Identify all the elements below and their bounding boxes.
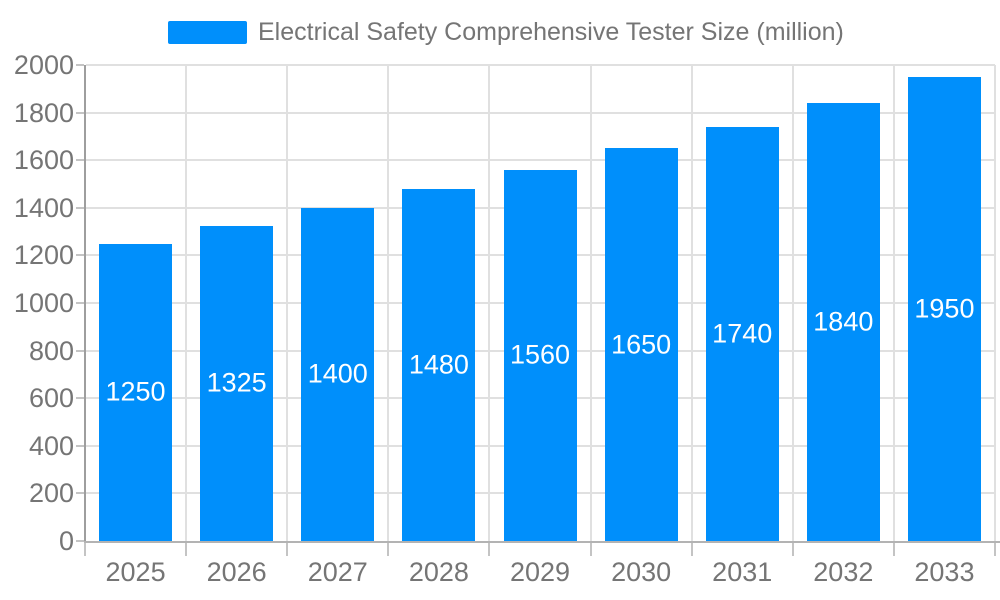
y-axis-tick — [76, 254, 84, 257]
h-gridline — [86, 159, 995, 162]
x-axis-tick-label: 2032 — [813, 557, 874, 587]
y-axis-tick-label: 1400 — [13, 192, 74, 223]
x-axis-tick — [185, 543, 188, 556]
y-axis-tick — [76, 492, 84, 495]
bar[interactable]: 1950 — [907, 76, 981, 541]
v-gridline — [690, 65, 693, 541]
y-axis-tick — [76, 111, 84, 114]
v-gridline — [387, 65, 390, 541]
v-gridline — [185, 65, 188, 541]
x-axis-tick — [387, 543, 390, 556]
y-axis-tick-label: 400 — [28, 430, 74, 461]
x-axis-tick-label: 2031 — [712, 557, 773, 587]
v-gridline — [994, 65, 996, 541]
legend: Electrical Safety Comprehensive Tester S… — [0, 0, 1000, 56]
x-axis-tick — [892, 543, 895, 556]
bar-value-label: 1325 — [206, 367, 267, 398]
h-gridline — [86, 111, 995, 114]
bar[interactable]: 1740 — [705, 126, 779, 541]
bar[interactable]: 1560 — [503, 169, 577, 541]
bar[interactable]: 1650 — [604, 148, 678, 541]
bar[interactable]: 1400 — [301, 207, 375, 541]
y-axis-tick — [76, 397, 84, 400]
v-gridline — [286, 65, 289, 541]
y-axis-tick — [76, 302, 84, 304]
v-gridline — [791, 65, 794, 541]
v-gridline — [488, 65, 491, 541]
y-axis-tick-label: 1800 — [13, 97, 74, 128]
y-axis-tick-label: 200 — [28, 478, 74, 509]
y-axis-tick — [76, 444, 84, 447]
x-axis-tick-label: 2026 — [206, 557, 267, 587]
bar-value-label: 1840 — [813, 306, 874, 337]
bar-value-label: 1740 — [712, 318, 773, 349]
x-axis-tick-label: 2029 — [509, 557, 571, 587]
x-axis-tick — [791, 543, 794, 556]
x-axis-tick-label: 2033 — [914, 557, 975, 587]
bar[interactable]: 1480 — [402, 188, 476, 541]
y-axis-tick-label: 2000 — [13, 50, 74, 80]
bar-value-label: 1480 — [408, 349, 469, 380]
legend-series-label[interactable]: Electrical Safety Comprehensive Tester S… — [258, 18, 844, 46]
y-axis-tick — [76, 349, 84, 352]
x-axis-tick — [488, 543, 491, 556]
bar[interactable]: 1840 — [806, 103, 880, 541]
x-axis-tick-label: 2028 — [408, 557, 469, 587]
x-axis-tick — [286, 543, 289, 556]
x-axis-tick — [994, 543, 996, 556]
x-axis-tick-label: 2030 — [611, 557, 672, 587]
x-axis-tick — [589, 543, 592, 556]
x-axis-tick — [84, 543, 86, 556]
y-axis-tick-label: 800 — [28, 335, 74, 366]
x-axis-tick-label: 2027 — [307, 557, 368, 587]
v-gridline — [892, 65, 895, 541]
y-axis-line — [84, 65, 86, 555]
legend-swatch-icon[interactable] — [168, 21, 247, 44]
y-axis-tick — [76, 159, 84, 162]
h-gridline — [86, 64, 995, 66]
x-axis-line — [84, 541, 1000, 543]
y-axis-tick-label: 1600 — [13, 145, 74, 176]
bar-value-label: 1560 — [509, 339, 571, 370]
x-axis-tick-label: 2025 — [105, 557, 166, 587]
bar[interactable]: 1325 — [200, 225, 274, 541]
y-axis-tick — [76, 64, 84, 66]
y-axis-tick-label: 1000 — [13, 288, 74, 318]
x-axis-tick — [690, 543, 693, 556]
bar-value-label: 1950 — [914, 293, 975, 324]
y-axis-tick — [76, 206, 84, 209]
bar-value-label: 1400 — [307, 358, 368, 389]
y-axis-tick — [76, 540, 84, 542]
bar-value-label: 1650 — [611, 329, 672, 360]
bar-value-label: 1250 — [105, 376, 166, 407]
y-axis-tick-label: 600 — [28, 383, 74, 414]
bar[interactable]: 1250 — [99, 243, 173, 541]
y-axis-tick-label: 0 — [58, 526, 74, 556]
v-gridline — [589, 65, 592, 541]
y-axis-tick-label: 1200 — [13, 240, 74, 271]
